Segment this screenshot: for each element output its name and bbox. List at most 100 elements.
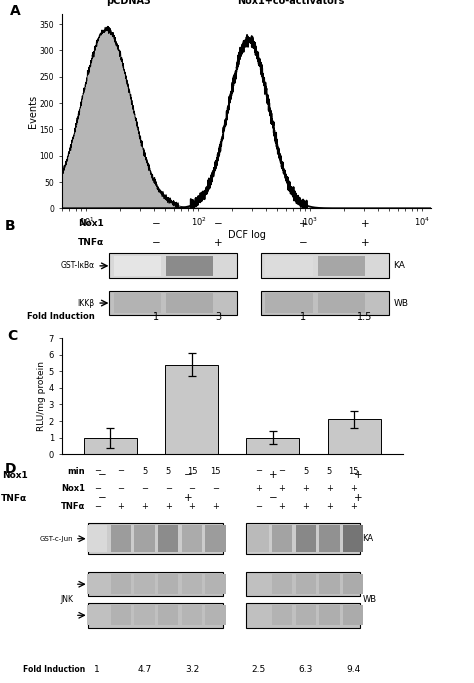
Text: JNK: JNK <box>61 596 73 604</box>
Bar <box>318 293 365 313</box>
Text: 1.5: 1.5 <box>357 311 373 322</box>
Text: −: − <box>152 219 161 229</box>
Text: +: + <box>299 219 308 229</box>
Bar <box>319 574 339 594</box>
Bar <box>296 525 316 552</box>
Text: 3.2: 3.2 <box>185 665 199 674</box>
Text: 15: 15 <box>210 466 221 475</box>
Text: +: + <box>269 470 277 480</box>
Text: 1: 1 <box>154 311 159 322</box>
Text: −: − <box>269 493 278 503</box>
Text: pCDNA3: pCDNA3 <box>106 0 151 6</box>
Text: −: − <box>118 484 124 493</box>
Text: 4.7: 4.7 <box>137 665 152 674</box>
Bar <box>165 365 218 454</box>
Bar <box>205 574 226 594</box>
Bar <box>110 574 131 594</box>
Text: 9.4: 9.4 <box>346 665 360 674</box>
Bar <box>114 255 161 276</box>
Bar <box>205 525 226 552</box>
Text: 5: 5 <box>303 466 309 475</box>
Text: −: − <box>189 484 195 493</box>
Text: 15: 15 <box>187 466 197 475</box>
Bar <box>109 253 237 278</box>
Bar <box>246 572 360 596</box>
Text: +: + <box>354 493 363 503</box>
Text: 5: 5 <box>142 466 147 475</box>
Bar <box>109 291 237 316</box>
Text: −: − <box>255 466 262 475</box>
Bar <box>110 525 131 552</box>
Text: −: − <box>212 484 219 493</box>
Y-axis label: RLU/mg protein: RLU/mg protein <box>37 361 46 431</box>
Text: WB: WB <box>393 298 409 307</box>
Text: TNFα: TNFα <box>78 238 104 247</box>
Bar <box>182 525 202 552</box>
Text: A: A <box>10 4 20 18</box>
Bar <box>110 605 131 626</box>
Bar <box>87 605 107 626</box>
Text: KA: KA <box>393 262 405 270</box>
Text: WB: WB <box>363 596 377 604</box>
Bar <box>114 293 161 313</box>
Text: Fold Induction: Fold Induction <box>23 665 85 674</box>
Bar <box>88 572 223 596</box>
Text: −: − <box>94 484 100 493</box>
Bar <box>84 438 137 454</box>
Text: 1: 1 <box>94 665 100 674</box>
Text: TNFα: TNFα <box>61 502 85 511</box>
Bar <box>319 605 339 626</box>
Text: 15: 15 <box>348 466 358 475</box>
Bar <box>265 293 313 313</box>
Text: −: − <box>94 502 100 511</box>
Bar <box>319 525 339 552</box>
Text: +: + <box>302 484 309 493</box>
Text: GST-IκBα: GST-IκBα <box>61 262 95 270</box>
Bar <box>343 574 363 594</box>
Text: min: min <box>68 466 85 475</box>
Text: −: − <box>255 502 262 511</box>
Bar <box>296 574 316 594</box>
Text: +: + <box>183 493 192 503</box>
Text: 3: 3 <box>215 311 221 322</box>
Text: IKKβ: IKKβ <box>78 298 95 307</box>
Text: D: D <box>5 462 16 476</box>
Text: +: + <box>214 238 222 248</box>
Text: 6.3: 6.3 <box>299 665 313 674</box>
Bar <box>248 605 269 626</box>
Bar <box>246 523 360 555</box>
Text: Fold Induction: Fold Induction <box>27 312 95 321</box>
Text: −: − <box>141 484 148 493</box>
Bar <box>182 605 202 626</box>
Text: GST-c-Jun: GST-c-Jun <box>40 535 73 542</box>
Text: +: + <box>118 502 124 511</box>
Bar <box>343 525 363 552</box>
Text: +: + <box>350 484 356 493</box>
Text: +: + <box>279 502 285 511</box>
Text: 1: 1 <box>301 311 306 322</box>
Text: 5: 5 <box>327 466 332 475</box>
Text: −: − <box>152 238 161 248</box>
Text: −: − <box>118 466 124 475</box>
Bar <box>158 574 178 594</box>
Bar <box>328 419 381 454</box>
Text: −: − <box>94 466 100 475</box>
Text: 5: 5 <box>165 466 171 475</box>
Bar <box>343 605 363 626</box>
X-axis label: DCF log: DCF log <box>228 229 265 240</box>
Text: +: + <box>141 502 148 511</box>
Bar <box>166 293 213 313</box>
Text: −: − <box>98 470 107 480</box>
Text: +: + <box>354 470 363 480</box>
Y-axis label: Events: Events <box>28 94 38 128</box>
Bar <box>246 603 360 628</box>
Text: +: + <box>350 502 356 511</box>
Bar <box>261 253 389 278</box>
Bar <box>88 523 223 555</box>
Bar <box>135 574 155 594</box>
Text: Nox1: Nox1 <box>61 484 85 493</box>
Bar <box>158 525 178 552</box>
Text: +: + <box>189 502 195 511</box>
Bar <box>135 525 155 552</box>
Text: 2.5: 2.5 <box>251 665 265 674</box>
